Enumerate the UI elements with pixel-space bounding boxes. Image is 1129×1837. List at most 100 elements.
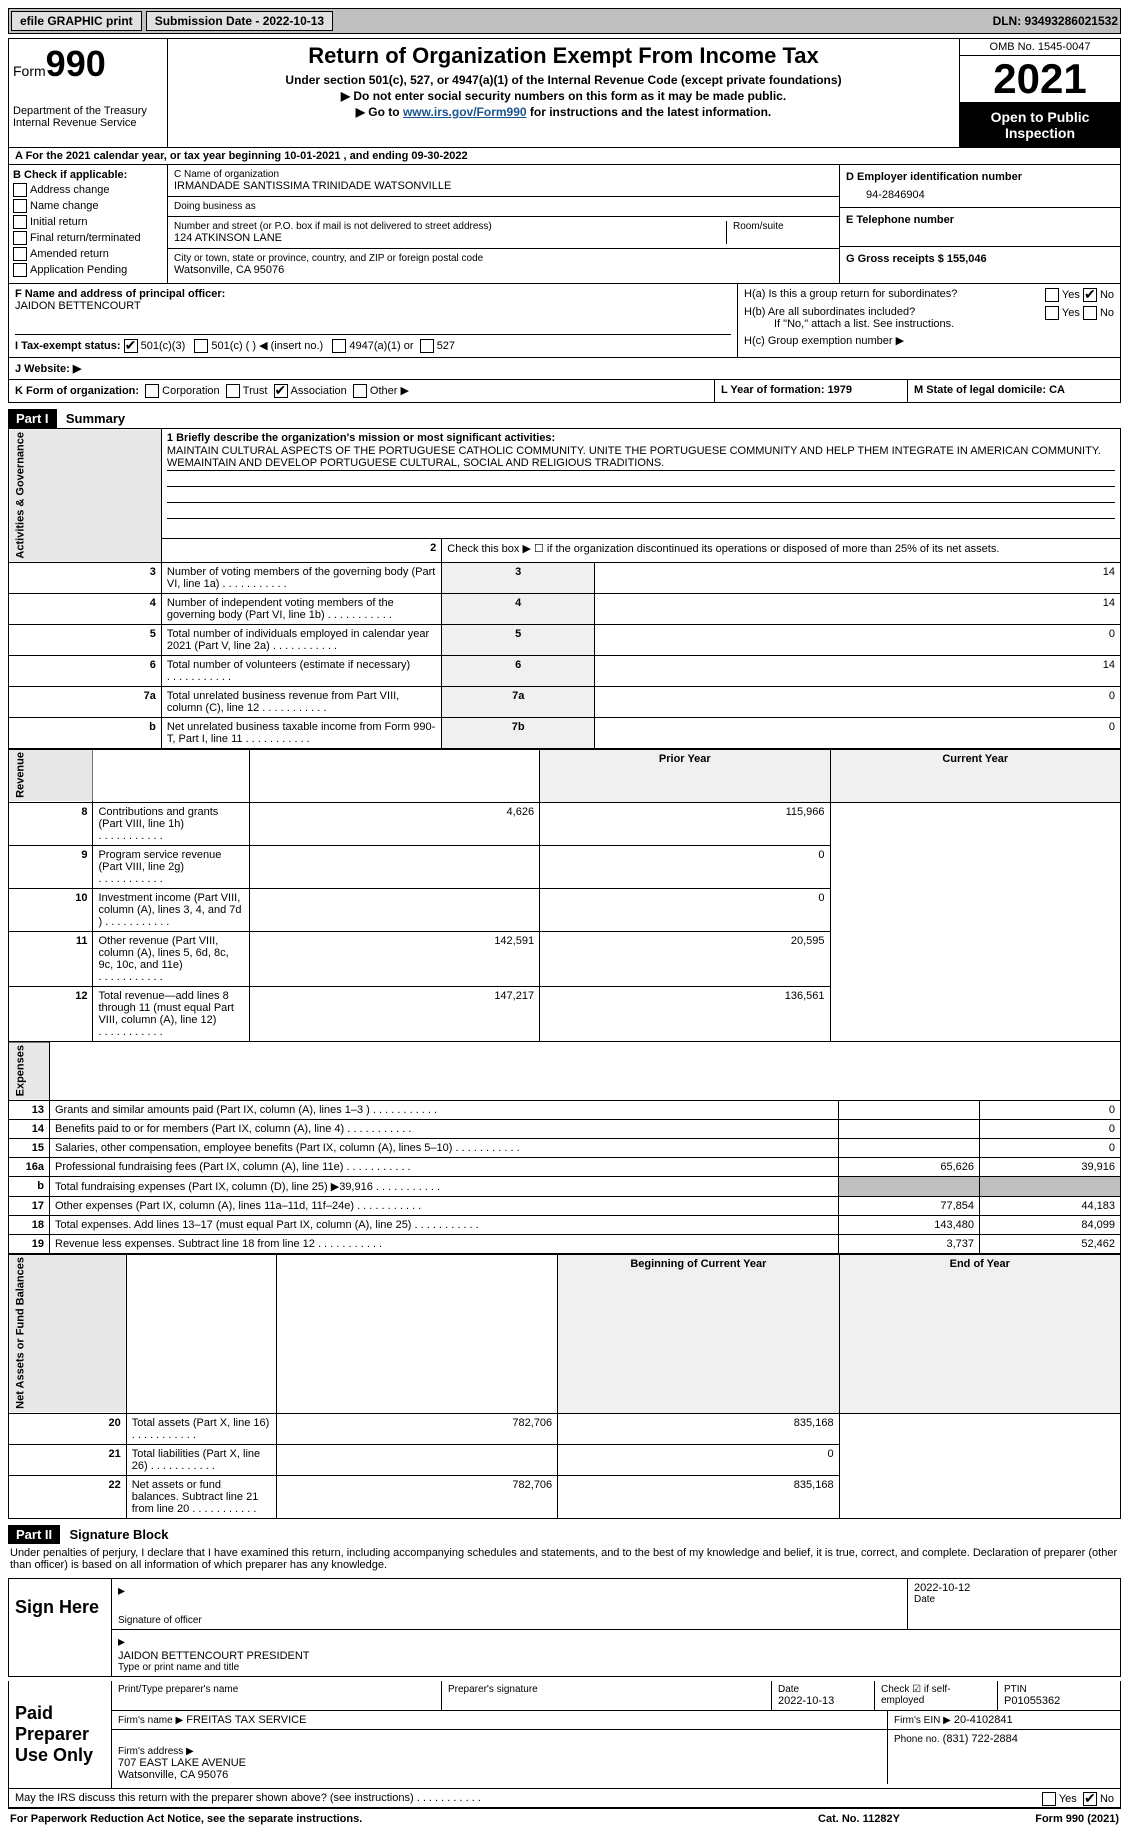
open-to-public: Open to Public Inspection <box>960 103 1120 147</box>
line-15-text: Salaries, other compensation, employee b… <box>50 1138 839 1157</box>
h-a: H(a) Is this a group return for subordin… <box>744 288 1114 300</box>
ha-no-checkbox[interactable] <box>1083 288 1097 302</box>
sig-officer-label: Signature of officer <box>118 1615 901 1626</box>
line-17-current: 44,183 <box>980 1196 1121 1215</box>
firm-name: FREITAS TAX SERVICE <box>186 1714 306 1726</box>
line-3-text: Number of voting members of the governin… <box>161 562 441 593</box>
h-c: H(c) Group exemption number ▶ <box>744 334 1114 347</box>
line-b-text: Net unrelated business taxable income fr… <box>161 717 441 748</box>
gross-receipts: G Gross receipts $ 155,046 <box>846 253 1114 265</box>
org-name-label: C Name of organization <box>174 169 833 180</box>
line-14-text: Benefits paid to or for members (Part IX… <box>50 1119 839 1138</box>
line-20-text: Total assets (Part X, line 16) <box>126 1413 276 1444</box>
checkbox-address-change[interactable]: Address change <box>13 183 163 197</box>
line-16a-prior: 65,626 <box>839 1157 980 1176</box>
line-17-prior: 77,854 <box>839 1196 980 1215</box>
top-toolbar: efile GRAPHIC print Submission Date - 20… <box>8 8 1121 34</box>
preparer-sig-label: Preparer's signature <box>448 1684 765 1695</box>
firm-name-label: Firm's name ▶ <box>118 1715 183 1726</box>
section-b: B Check if applicable: Address changeNam… <box>9 165 168 283</box>
sig-date-label: Date <box>914 1594 1114 1605</box>
row-j: J Website: ▶ <box>8 358 1121 380</box>
perjury-declaration: Under penalties of perjury, I declare th… <box>8 1544 1121 1574</box>
net-assets-table: Net Assets or Fund Balances Beginning of… <box>8 1254 1121 1519</box>
form-subtitle-3: ▶ Go to www.irs.gov/Form990 for instruct… <box>172 105 955 119</box>
ha-yes-checkbox[interactable] <box>1045 288 1059 302</box>
checkbox-final-return-terminated[interactable]: Final return/terminated <box>13 231 163 245</box>
checkbox-4947[interactable] <box>332 339 346 353</box>
line-17-text: Other expenses (Part IX, column (A), lin… <box>50 1196 839 1215</box>
hb-no-checkbox[interactable] <box>1083 306 1097 320</box>
line-12-prior: 147,217 <box>249 986 539 1041</box>
paid-preparer-block: Paid Preparer Use Only Print/Type prepar… <box>8 1681 1121 1789</box>
q2-text: Check this box ▶ ☐ if the organization d… <box>442 539 1121 562</box>
website-label: J Website: ▶ <box>15 363 81 375</box>
form-subtitle-1: Under section 501(c), 527, or 4947(a)(1)… <box>172 73 955 87</box>
revenue-table: Revenue Prior Year Current Year 8Contrib… <box>8 749 1121 1042</box>
city-label: City or town, state or province, country… <box>174 253 833 264</box>
efile-print-button[interactable]: efile GRAPHIC print <box>11 11 142 31</box>
form-word: Form <box>13 63 46 79</box>
line-11-current: 20,595 <box>540 931 830 986</box>
sign-here-label: Sign Here <box>9 1579 112 1676</box>
k-opt-1[interactable] <box>226 384 240 398</box>
checkbox-501c3[interactable] <box>124 339 138 353</box>
checkbox-application-pending[interactable]: Application Pending <box>13 263 163 277</box>
section-c: C Name of organization IRMANDADE SANTISS… <box>168 165 839 283</box>
page-footer: For Paperwork Reduction Act Notice, see … <box>8 1808 1121 1829</box>
line-5-value: 0 <box>595 624 1121 655</box>
room-label: Room/suite <box>733 221 833 232</box>
ein-value: 94-2846904 <box>846 183 1114 201</box>
line-16a-text: Professional fundraising fees (Part IX, … <box>50 1157 839 1176</box>
form-header: Form990 Department of the Treasury Inter… <box>8 38 1121 148</box>
tax-exempt-label: I Tax-exempt status: <box>15 340 121 352</box>
dept-treasury: Department of the Treasury Internal Reve… <box>13 105 163 129</box>
line-19-current: 52,462 <box>980 1234 1121 1253</box>
line-13-prior <box>839 1100 980 1119</box>
officer-name: JAIDON BETTENCOURT PRESIDENT <box>118 1650 1114 1662</box>
checkbox-initial-return[interactable]: Initial return <box>13 215 163 229</box>
k-opt-2[interactable] <box>274 384 288 398</box>
firm-phone: (831) 722-2884 <box>943 1733 1018 1745</box>
firm-ein: 20-4102841 <box>954 1714 1013 1726</box>
addr-label: Number and street (or P.O. box if mail i… <box>174 221 720 232</box>
section-deg: D Employer identification number 94-2846… <box>839 165 1120 283</box>
tax-year: 2021 <box>960 56 1120 103</box>
sign-here-block: Sign Here Signature of officer 2022-10-1… <box>8 1578 1121 1677</box>
discuss-yes-checkbox[interactable] <box>1042 1792 1056 1806</box>
line-3-value: 14 <box>595 562 1121 593</box>
line-10-prior <box>249 888 539 931</box>
line-15-current: 0 <box>980 1138 1121 1157</box>
checkbox-name-change[interactable]: Name change <box>13 199 163 213</box>
line-12-text: Total revenue—add lines 8 through 11 (mu… <box>93 986 249 1041</box>
line-12-current: 136,561 <box>540 986 830 1041</box>
irs-link[interactable]: www.irs.gov/Form990 <box>403 105 527 119</box>
group-revenue: Revenue <box>9 749 93 802</box>
part1-title: Summary <box>66 411 125 426</box>
end-year-header: End of Year <box>839 1254 1120 1413</box>
footer-left: For Paperwork Reduction Act Notice, see … <box>10 1813 759 1825</box>
org-name: IRMANDADE SANTISSIMA TRINIDADE WATSONVIL… <box>174 180 833 192</box>
line-9-current: 0 <box>540 845 830 888</box>
form-subtitle-2: ▶ Do not enter social security numbers o… <box>172 89 955 103</box>
line-4-text: Number of independent voting members of … <box>161 593 441 624</box>
discuss-no-checkbox[interactable] <box>1083 1792 1097 1806</box>
phone-value <box>846 226 1114 240</box>
header-mid: Return of Organization Exempt From Incom… <box>168 39 959 147</box>
prior-year-header: Prior Year <box>540 749 830 802</box>
ptin-value: P01055362 <box>1004 1695 1114 1707</box>
checkbox-501c[interactable] <box>194 339 208 353</box>
submission-date-button[interactable]: Submission Date - 2022-10-13 <box>146 11 333 31</box>
prep-date: 2022-10-13 <box>778 1695 868 1707</box>
k-opt-0[interactable] <box>145 384 159 398</box>
k-opt-3[interactable] <box>353 384 367 398</box>
row-klm: K Form of organization: Corporation Trus… <box>8 380 1121 403</box>
line-9-text: Program service revenue (Part VIII, line… <box>93 845 249 888</box>
hb-yes-checkbox[interactable] <box>1045 306 1059 320</box>
checkbox-527[interactable] <box>420 339 434 353</box>
line-22-text: Net assets or fund balances. Subtract li… <box>126 1475 276 1518</box>
dba-label: Doing business as <box>174 201 833 212</box>
line-6-text: Total number of volunteers (estimate if … <box>161 655 441 686</box>
checkbox-amended-return[interactable]: Amended return <box>13 247 163 261</box>
part2-title: Signature Block <box>69 1527 168 1542</box>
